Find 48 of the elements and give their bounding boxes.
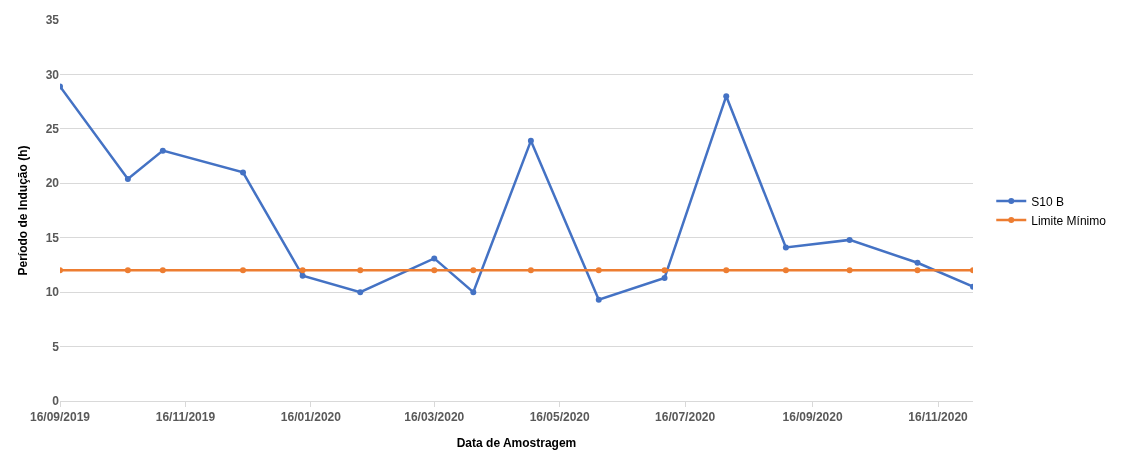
point bbox=[846, 267, 853, 274]
legend-label: Limite Mínimo bbox=[1031, 213, 1107, 228]
point bbox=[470, 267, 477, 274]
point bbox=[527, 267, 534, 274]
y-tick-label: 15 bbox=[45, 230, 60, 245]
x-tick-label: 16/09/2020 bbox=[782, 410, 843, 425]
point bbox=[357, 289, 364, 296]
y-axis-title: Período de Indução (h) bbox=[15, 145, 30, 276]
legend-label: S10 B bbox=[1031, 194, 1064, 209]
point bbox=[527, 137, 534, 144]
point bbox=[782, 267, 789, 274]
x-tick-label: 16/05/2020 bbox=[529, 410, 591, 425]
point bbox=[431, 255, 438, 262]
point bbox=[431, 267, 438, 274]
point bbox=[124, 175, 131, 182]
x-tick-label: 16/09/2019 bbox=[29, 410, 91, 425]
x-tick-label: 16/11/2020 bbox=[908, 410, 969, 425]
point bbox=[299, 272, 306, 279]
point bbox=[595, 267, 602, 274]
point bbox=[661, 274, 668, 281]
point bbox=[661, 267, 668, 274]
point bbox=[470, 289, 477, 296]
y-tick-label: 0 bbox=[52, 394, 60, 409]
point bbox=[240, 169, 247, 176]
point bbox=[124, 267, 131, 274]
y-tick-label: 5 bbox=[52, 339, 60, 354]
x-tick-label: 16/11/2019 bbox=[155, 410, 216, 425]
y-tick-label: 20 bbox=[45, 176, 60, 191]
x-tick-label: 16/01/2020 bbox=[280, 410, 342, 425]
point bbox=[595, 296, 602, 303]
y-tick-label: 10 bbox=[45, 285, 60, 300]
point bbox=[782, 244, 789, 251]
y-tick-label: 35 bbox=[45, 13, 60, 28]
point bbox=[240, 267, 247, 274]
x-tick-label: 16/07/2020 bbox=[655, 410, 716, 425]
point bbox=[159, 147, 166, 154]
point bbox=[914, 259, 921, 266]
y-tick-label: 30 bbox=[45, 67, 60, 82]
point bbox=[723, 93, 730, 100]
point bbox=[357, 267, 364, 274]
y-tick-label: 25 bbox=[45, 122, 60, 137]
point bbox=[159, 267, 166, 274]
point bbox=[914, 267, 921, 274]
x-axis-title: Data de Amostragem bbox=[456, 436, 577, 451]
point bbox=[846, 236, 853, 243]
point bbox=[723, 267, 730, 274]
point bbox=[299, 267, 306, 274]
x-tick-label: 16/03/2020 bbox=[404, 410, 465, 425]
